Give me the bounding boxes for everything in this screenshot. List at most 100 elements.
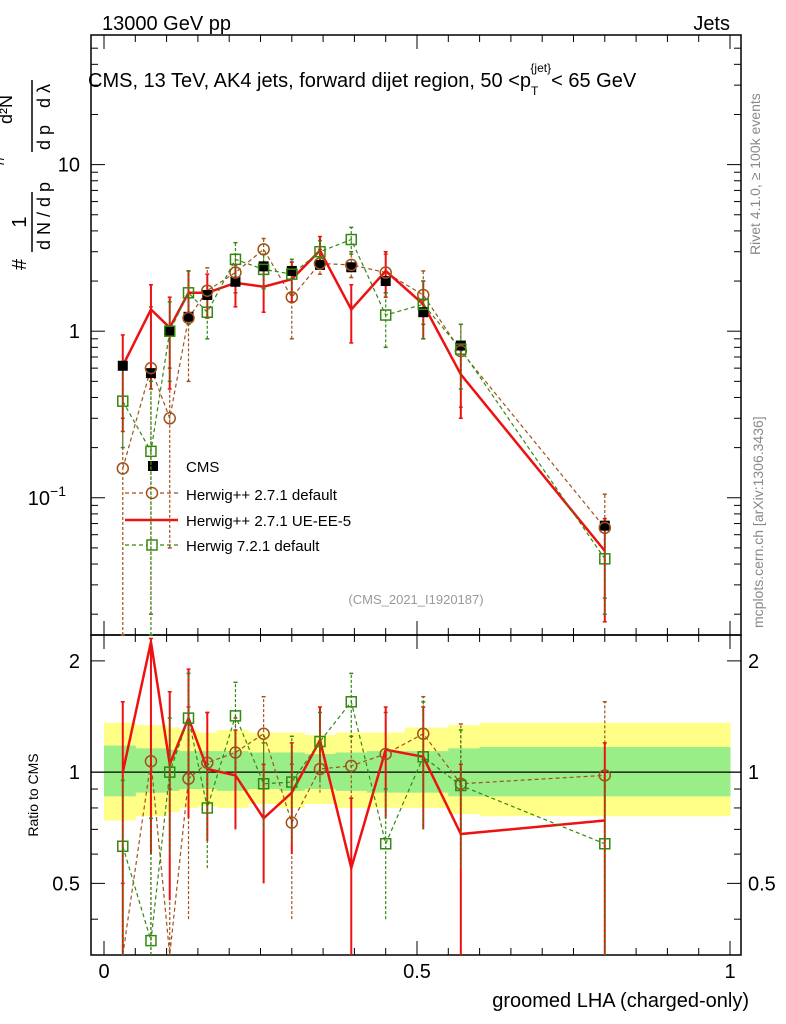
ratio-point-herwig-7-2-1-default xyxy=(314,735,326,748)
ratio-point-herwig-2-7-1-default xyxy=(379,747,392,761)
energy-label: 13000 GeV pp xyxy=(102,13,231,35)
legend-cms-marker xyxy=(148,461,158,471)
data-point-herwig-2-7-1-default xyxy=(598,521,612,535)
legend-herwig7-marker xyxy=(146,539,158,551)
ratio-point-herwig-2-7-1-default xyxy=(144,755,158,768)
data-point-cms xyxy=(314,259,325,270)
ratio-point-herwig-2-7-1-default xyxy=(229,746,242,759)
y-tick-label: 1 xyxy=(69,321,80,343)
ratio-point-herwig-7-2-1-default xyxy=(286,776,298,788)
data-point-herwig-2-7-1-default xyxy=(285,290,299,304)
legend-herwig-default-label: Herwig++ 2.7.1 default xyxy=(186,487,338,504)
data-point-herwig-7-2-1-default xyxy=(417,298,430,311)
ratio-line-herwig-2-7-1-default xyxy=(122,732,605,956)
legend-herwig-default-marker xyxy=(145,486,159,500)
data-point-cms xyxy=(346,262,357,273)
data-point-herwig-2-7-1-default xyxy=(313,257,327,270)
data-point-herwig-7-2-1-default xyxy=(257,263,270,276)
data-point-cms xyxy=(418,307,429,318)
data-point-herwig-2-7-1-default xyxy=(144,361,158,375)
data-point-herwig-2-7-1-default xyxy=(163,412,176,425)
y-tick-exponent: −1 xyxy=(50,483,66,499)
ratio-point-herwig-7-2-1-default xyxy=(417,751,430,763)
ratio-tick-label-left: 1 xyxy=(69,762,80,784)
ratio-point-herwig-7-2-1-default xyxy=(117,840,129,853)
legend: CMS Herwig++ 2.7.1 default Herwig++ 2.7.… xyxy=(125,459,351,555)
data-point-herwig-7-2-1-default xyxy=(201,306,214,318)
ratio-point-herwig-7-2-1-default xyxy=(455,779,467,792)
title-subscript: T xyxy=(531,84,539,98)
ratio-point-herwig-7-2-1-default xyxy=(599,838,611,850)
series-line-herwig-2-7-1-ue-ee-5 xyxy=(121,248,606,552)
legend-herwig-ueee5-label: Herwig++ 2.7.1 UE-EE-5 xyxy=(186,513,351,530)
data-point-herwig-2-7-1-default xyxy=(182,311,195,325)
data-point-herwig-2-7-1-default xyxy=(116,462,130,475)
ylabel-dlambda: d λ xyxy=(34,84,54,108)
ratio-point-herwig-2-7-1-default xyxy=(417,727,430,741)
ylabel-hash-2: # xyxy=(0,154,9,166)
ratio-line-herwig-2-7-1-ue-ee-5 xyxy=(121,641,605,873)
ratio-tick-label-right: 2 xyxy=(748,651,759,673)
x-tick-label: 1 xyxy=(724,961,735,983)
ratio-frame-border xyxy=(90,634,742,956)
plot-title: CMS, 13 TeV, AK4 jets, forward dijet reg… xyxy=(88,61,637,98)
ylabel-dpt: d p xyxy=(34,125,54,150)
data-point-cms xyxy=(230,276,241,287)
ratio-point-herwig-7-2-1-default xyxy=(257,778,270,790)
ratio-point-herwig-2-7-1-default xyxy=(598,769,612,782)
ratio-point-herwig-7-2-1-default xyxy=(201,802,214,814)
data-point-herwig-2-7-1-default xyxy=(345,258,358,272)
ratio-axis-label: Ratio to CMS xyxy=(25,753,41,836)
series-line-herwig-7-2-1-default xyxy=(122,238,606,560)
jets-label: Jets xyxy=(693,13,730,35)
ratio-line-herwig-7-2-1-default xyxy=(122,700,606,941)
ratio-point-herwig-2-7-1-default xyxy=(257,727,270,741)
data-point-herwig-7-2-1-default xyxy=(286,268,298,280)
title-end: < 65 GeV xyxy=(551,70,637,92)
data-point-cms xyxy=(164,326,175,337)
legend-herwig7-label: Herwig 7.2.1 default xyxy=(186,538,320,555)
band-1sigma-bin xyxy=(104,745,136,797)
y-tick-label: 10−1 xyxy=(28,483,66,510)
ylabel-dn: d N / d p xyxy=(34,182,54,250)
data-point-herwig-7-2-1-default xyxy=(345,233,358,246)
ratio-point-herwig-7-2-1-default xyxy=(163,766,176,778)
ratio-point-herwig-7-2-1-default xyxy=(229,710,242,722)
data-point-cms xyxy=(258,261,269,272)
data-point-herwig-7-2-1-default xyxy=(229,253,242,266)
y-tick-label: 10 xyxy=(58,155,80,177)
y-axis-label: # 1 d N / d p # d²N d p d λ xyxy=(0,80,54,270)
ratio-point-herwig-2-7-1-default xyxy=(285,816,299,829)
data-point-herwig-2-7-1-default xyxy=(379,266,392,279)
ratio-point-herwig-2-7-1-default xyxy=(345,759,358,773)
data-point-herwig-7-2-1-default xyxy=(314,245,326,258)
rivet-label: Rivet 4.1.0, ≥ 100k events xyxy=(747,93,763,255)
ratio-tick-label-left: 2 xyxy=(69,651,80,673)
data-point-herwig-7-2-1-default xyxy=(117,395,129,407)
x-axis-label: groomed LHA (charged-only) xyxy=(492,990,749,1012)
ratio-point-herwig-7-2-1-default xyxy=(145,934,157,947)
data-point-cms xyxy=(599,520,610,531)
ratio-point-herwig-7-2-1-default xyxy=(345,696,358,708)
ratio-point-herwig-2-7-1-default xyxy=(313,762,327,776)
x-tick-label: 0.5 xyxy=(403,961,431,983)
data-point-cms xyxy=(183,311,194,322)
ratio-point-herwig-2-7-1-default xyxy=(201,756,214,770)
title-superscript: {jet} xyxy=(530,61,551,75)
data-point-cms xyxy=(380,276,391,287)
analysis-tag: (CMS_2021_I1920187) xyxy=(348,592,483,607)
data-point-herwig-7-2-1-default xyxy=(163,325,176,337)
ratio-point-herwig-7-2-1-default xyxy=(182,712,195,724)
title-main: CMS, 13 TeV, AK4 jets, forward dijet reg… xyxy=(88,70,531,92)
data-point-herwig-7-2-1-default xyxy=(599,553,611,565)
ratio-tick-label-right: 1 xyxy=(748,762,759,784)
ylabel-hash: # xyxy=(9,258,31,270)
mcplots-label: mcplots.cern.ch [arXiv:1306.3436] xyxy=(750,416,766,628)
data-point-herwig-7-2-1-default xyxy=(145,445,157,458)
data-point-cms xyxy=(117,360,128,371)
data-point-herwig-7-2-1-default xyxy=(455,343,467,355)
ylabel-d2n: d²N xyxy=(0,95,16,124)
legend-cms-label: CMS xyxy=(186,459,219,476)
ylabel-one: 1 xyxy=(9,216,31,227)
data-point-cms xyxy=(202,289,213,300)
